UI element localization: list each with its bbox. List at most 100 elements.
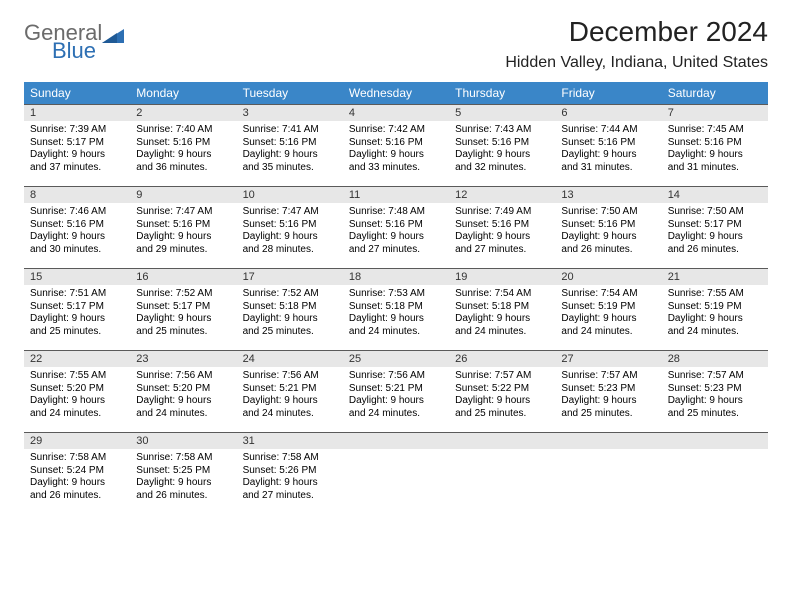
- sunset-line: Sunset: 5:21 PM: [349, 383, 443, 396]
- day-number: 15: [24, 269, 130, 285]
- day-details: Sunrise: 7:43 AMSunset: 5:16 PMDaylight:…: [449, 121, 555, 179]
- calendar-day-cell: 26Sunrise: 7:57 AMSunset: 5:22 PMDayligh…: [449, 350, 555, 428]
- sunrise-line: Sunrise: 7:48 AM: [349, 206, 443, 219]
- day-number: 1: [24, 105, 130, 121]
- day-details: Sunrise: 7:54 AMSunset: 5:18 PMDaylight:…: [449, 285, 555, 343]
- sunset-line: Sunset: 5:18 PM: [243, 301, 337, 314]
- daylight-line: Daylight: 9 hours and 27 minutes.: [243, 477, 337, 502]
- calendar-day-cell: 14Sunrise: 7:50 AMSunset: 5:17 PMDayligh…: [662, 186, 768, 264]
- location-text: Hidden Valley, Indiana, United States: [505, 54, 768, 72]
- calendar-day-cell: 13Sunrise: 7:50 AMSunset: 5:16 PMDayligh…: [555, 186, 661, 264]
- day-details: Sunrise: 7:55 AMSunset: 5:20 PMDaylight:…: [24, 367, 130, 425]
- daylight-line: Daylight: 9 hours and 33 minutes.: [349, 149, 443, 174]
- weekday-header-row: Sunday Monday Tuesday Wednesday Thursday…: [24, 82, 768, 104]
- daylight-line: Daylight: 9 hours and 25 minutes.: [136, 313, 230, 338]
- daylight-line: Daylight: 9 hours and 25 minutes.: [668, 395, 762, 420]
- sunset-line: Sunset: 5:16 PM: [349, 219, 443, 232]
- header: General Blue December 2024 Hidden Valley…: [24, 16, 768, 72]
- day-details: Sunrise: 7:50 AMSunset: 5:16 PMDaylight:…: [555, 203, 661, 261]
- calendar-day-cell: .: [555, 432, 661, 510]
- daylight-line: Daylight: 9 hours and 25 minutes.: [30, 313, 124, 338]
- calendar-day-cell: 17Sunrise: 7:52 AMSunset: 5:18 PMDayligh…: [237, 268, 343, 346]
- sunrise-line: Sunrise: 7:50 AM: [561, 206, 655, 219]
- day-number: 6: [555, 105, 661, 121]
- sunrise-line: Sunrise: 7:41 AM: [243, 124, 337, 137]
- sunset-line: Sunset: 5:16 PM: [349, 137, 443, 150]
- sunset-line: Sunset: 5:18 PM: [349, 301, 443, 314]
- sunrise-line: Sunrise: 7:52 AM: [136, 288, 230, 301]
- day-number: 17: [237, 269, 343, 285]
- calendar-day-cell: 19Sunrise: 7:54 AMSunset: 5:18 PMDayligh…: [449, 268, 555, 346]
- day-details: Sunrise: 7:39 AMSunset: 5:17 PMDaylight:…: [24, 121, 130, 179]
- daylight-line: Daylight: 9 hours and 31 minutes.: [668, 149, 762, 174]
- daylight-line: Daylight: 9 hours and 24 minutes.: [455, 313, 549, 338]
- calendar-day-cell: 1Sunrise: 7:39 AMSunset: 5:17 PMDaylight…: [24, 104, 130, 182]
- logo-triangle-icon: [102, 26, 124, 44]
- sunrise-line: Sunrise: 7:58 AM: [243, 452, 337, 465]
- sunset-line: Sunset: 5:16 PM: [243, 137, 337, 150]
- calendar-day-cell: 4Sunrise: 7:42 AMSunset: 5:16 PMDaylight…: [343, 104, 449, 182]
- sunrise-line: Sunrise: 7:45 AM: [668, 124, 762, 137]
- sunrise-line: Sunrise: 7:55 AM: [30, 370, 124, 383]
- sunset-line: Sunset: 5:19 PM: [668, 301, 762, 314]
- day-number: 24: [237, 351, 343, 367]
- sunset-line: Sunset: 5:25 PM: [136, 465, 230, 478]
- sunrise-line: Sunrise: 7:56 AM: [136, 370, 230, 383]
- day-number: 5: [449, 105, 555, 121]
- day-number: 30: [130, 433, 236, 449]
- day-details: Sunrise: 7:49 AMSunset: 5:16 PMDaylight:…: [449, 203, 555, 261]
- day-number: 13: [555, 187, 661, 203]
- day-number: 28: [662, 351, 768, 367]
- day-details: Sunrise: 7:56 AMSunset: 5:20 PMDaylight:…: [130, 367, 236, 425]
- calendar-day-cell: 21Sunrise: 7:55 AMSunset: 5:19 PMDayligh…: [662, 268, 768, 346]
- weekday-header: Wednesday: [343, 82, 449, 104]
- calendar-day-cell: 23Sunrise: 7:56 AMSunset: 5:20 PMDayligh…: [130, 350, 236, 428]
- sunrise-line: Sunrise: 7:44 AM: [561, 124, 655, 137]
- logo-line2: Blue: [52, 40, 102, 62]
- sunset-line: Sunset: 5:16 PM: [136, 137, 230, 150]
- weekday-header: Monday: [130, 82, 236, 104]
- day-number: 11: [343, 187, 449, 203]
- day-details: Sunrise: 7:56 AMSunset: 5:21 PMDaylight:…: [343, 367, 449, 425]
- calendar-day-cell: 30Sunrise: 7:58 AMSunset: 5:25 PMDayligh…: [130, 432, 236, 510]
- sunrise-line: Sunrise: 7:46 AM: [30, 206, 124, 219]
- daylight-line: Daylight: 9 hours and 28 minutes.: [243, 231, 337, 256]
- month-title: December 2024: [505, 16, 768, 48]
- sunset-line: Sunset: 5:16 PM: [136, 219, 230, 232]
- day-number: 26: [449, 351, 555, 367]
- day-number: 12: [449, 187, 555, 203]
- sunset-line: Sunset: 5:24 PM: [30, 465, 124, 478]
- logo: General Blue: [24, 16, 124, 62]
- sunset-line: Sunset: 5:17 PM: [668, 219, 762, 232]
- day-details: Sunrise: 7:46 AMSunset: 5:16 PMDaylight:…: [24, 203, 130, 261]
- daylight-line: Daylight: 9 hours and 24 minutes.: [561, 313, 655, 338]
- sunset-line: Sunset: 5:19 PM: [561, 301, 655, 314]
- daylight-line: Daylight: 9 hours and 32 minutes.: [455, 149, 549, 174]
- day-number: 21: [662, 269, 768, 285]
- sunset-line: Sunset: 5:16 PM: [243, 219, 337, 232]
- daylight-line: Daylight: 9 hours and 24 minutes.: [349, 395, 443, 420]
- daylight-line: Daylight: 9 hours and 24 minutes.: [668, 313, 762, 338]
- day-number: .: [449, 433, 555, 449]
- day-details: Sunrise: 7:48 AMSunset: 5:16 PMDaylight:…: [343, 203, 449, 261]
- day-details: [662, 449, 768, 501]
- sunset-line: Sunset: 5:23 PM: [668, 383, 762, 396]
- calendar-week-row: 29Sunrise: 7:58 AMSunset: 5:24 PMDayligh…: [24, 432, 768, 510]
- day-details: Sunrise: 7:58 AMSunset: 5:25 PMDaylight:…: [130, 449, 236, 507]
- daylight-line: Daylight: 9 hours and 36 minutes.: [136, 149, 230, 174]
- day-number: 18: [343, 269, 449, 285]
- calendar-day-cell: 6Sunrise: 7:44 AMSunset: 5:16 PMDaylight…: [555, 104, 661, 182]
- sunset-line: Sunset: 5:26 PM: [243, 465, 337, 478]
- day-details: Sunrise: 7:53 AMSunset: 5:18 PMDaylight:…: [343, 285, 449, 343]
- day-details: [449, 449, 555, 501]
- weekday-header: Sunday: [24, 82, 130, 104]
- sunset-line: Sunset: 5:16 PM: [561, 219, 655, 232]
- weekday-header: Saturday: [662, 82, 768, 104]
- daylight-line: Daylight: 9 hours and 26 minutes.: [136, 477, 230, 502]
- weekday-header: Thursday: [449, 82, 555, 104]
- day-details: Sunrise: 7:42 AMSunset: 5:16 PMDaylight:…: [343, 121, 449, 179]
- sunrise-line: Sunrise: 7:43 AM: [455, 124, 549, 137]
- day-number: 4: [343, 105, 449, 121]
- calendar-day-cell: 2Sunrise: 7:40 AMSunset: 5:16 PMDaylight…: [130, 104, 236, 182]
- calendar-day-cell: 9Sunrise: 7:47 AMSunset: 5:16 PMDaylight…: [130, 186, 236, 264]
